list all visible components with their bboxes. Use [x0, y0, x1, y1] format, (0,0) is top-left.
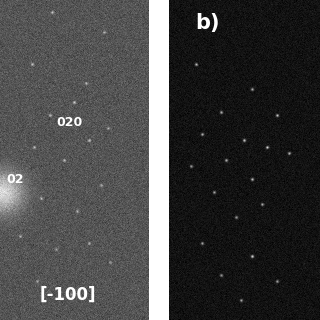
Text: b): b) — [195, 13, 220, 33]
Text: [-100]: [-100] — [39, 286, 96, 304]
Text: 02: 02 — [7, 173, 24, 186]
Text: 020: 020 — [56, 116, 82, 129]
